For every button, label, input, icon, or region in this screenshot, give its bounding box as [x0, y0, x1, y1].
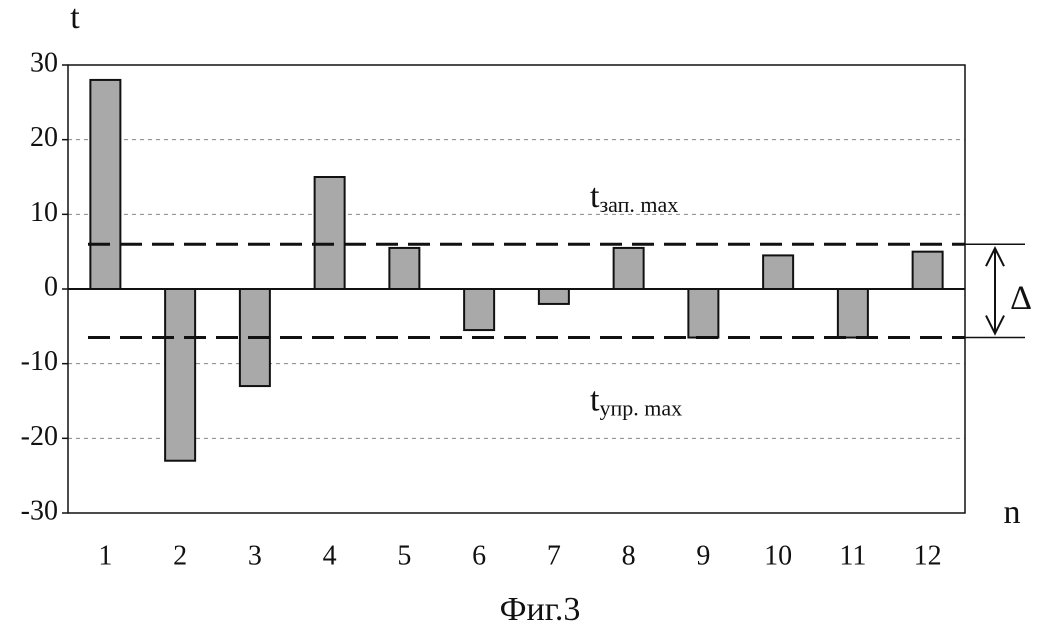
bar	[315, 177, 345, 289]
reference-subscript: упр. max	[599, 396, 682, 421]
bar	[913, 252, 943, 289]
bar	[763, 255, 793, 289]
reference-subscript: зап. max	[599, 192, 678, 217]
y-tick-label: 0	[44, 271, 58, 302]
x-tick-label: 9	[696, 540, 710, 571]
x-tick-label: 12	[914, 540, 942, 571]
y-tick-label: -30	[21, 495, 58, 526]
y-tick-label: -20	[21, 421, 58, 452]
x-tick-label: 2	[173, 540, 187, 571]
x-tick-label: 4	[323, 540, 337, 571]
x-tick-label: 5	[397, 540, 411, 571]
y-axis-label: t	[70, 0, 80, 36]
delta-label: Δ	[1010, 280, 1032, 317]
x-tick-label: 3	[248, 540, 262, 571]
bar	[389, 248, 419, 289]
caption: Фиг.3	[500, 591, 581, 628]
x-tick-label: 1	[98, 540, 112, 571]
x-tick-label: 7	[547, 540, 561, 571]
x-tick-label: 10	[764, 540, 792, 571]
reference-label: tзап. max	[590, 178, 678, 217]
x-tick-label: 8	[622, 540, 636, 571]
x-tick-label: 6	[472, 540, 486, 571]
reference-label: tупр. max	[590, 381, 682, 420]
y-tick-label: 20	[30, 122, 58, 153]
bar	[90, 80, 120, 289]
bar	[539, 289, 569, 304]
chart: t n Фиг.3 -30-20-10010203012345678910111…	[0, 0, 1046, 643]
y-tick-label: 10	[30, 197, 58, 228]
bar	[838, 289, 868, 338]
y-tick-label: 30	[30, 47, 58, 78]
bar	[464, 289, 494, 330]
y-tick-label: -10	[21, 346, 58, 377]
x-tick-label: 11	[839, 540, 866, 571]
bar	[688, 289, 718, 338]
bar	[614, 248, 644, 289]
x-axis-label: n	[1004, 494, 1021, 531]
bar	[165, 289, 195, 461]
